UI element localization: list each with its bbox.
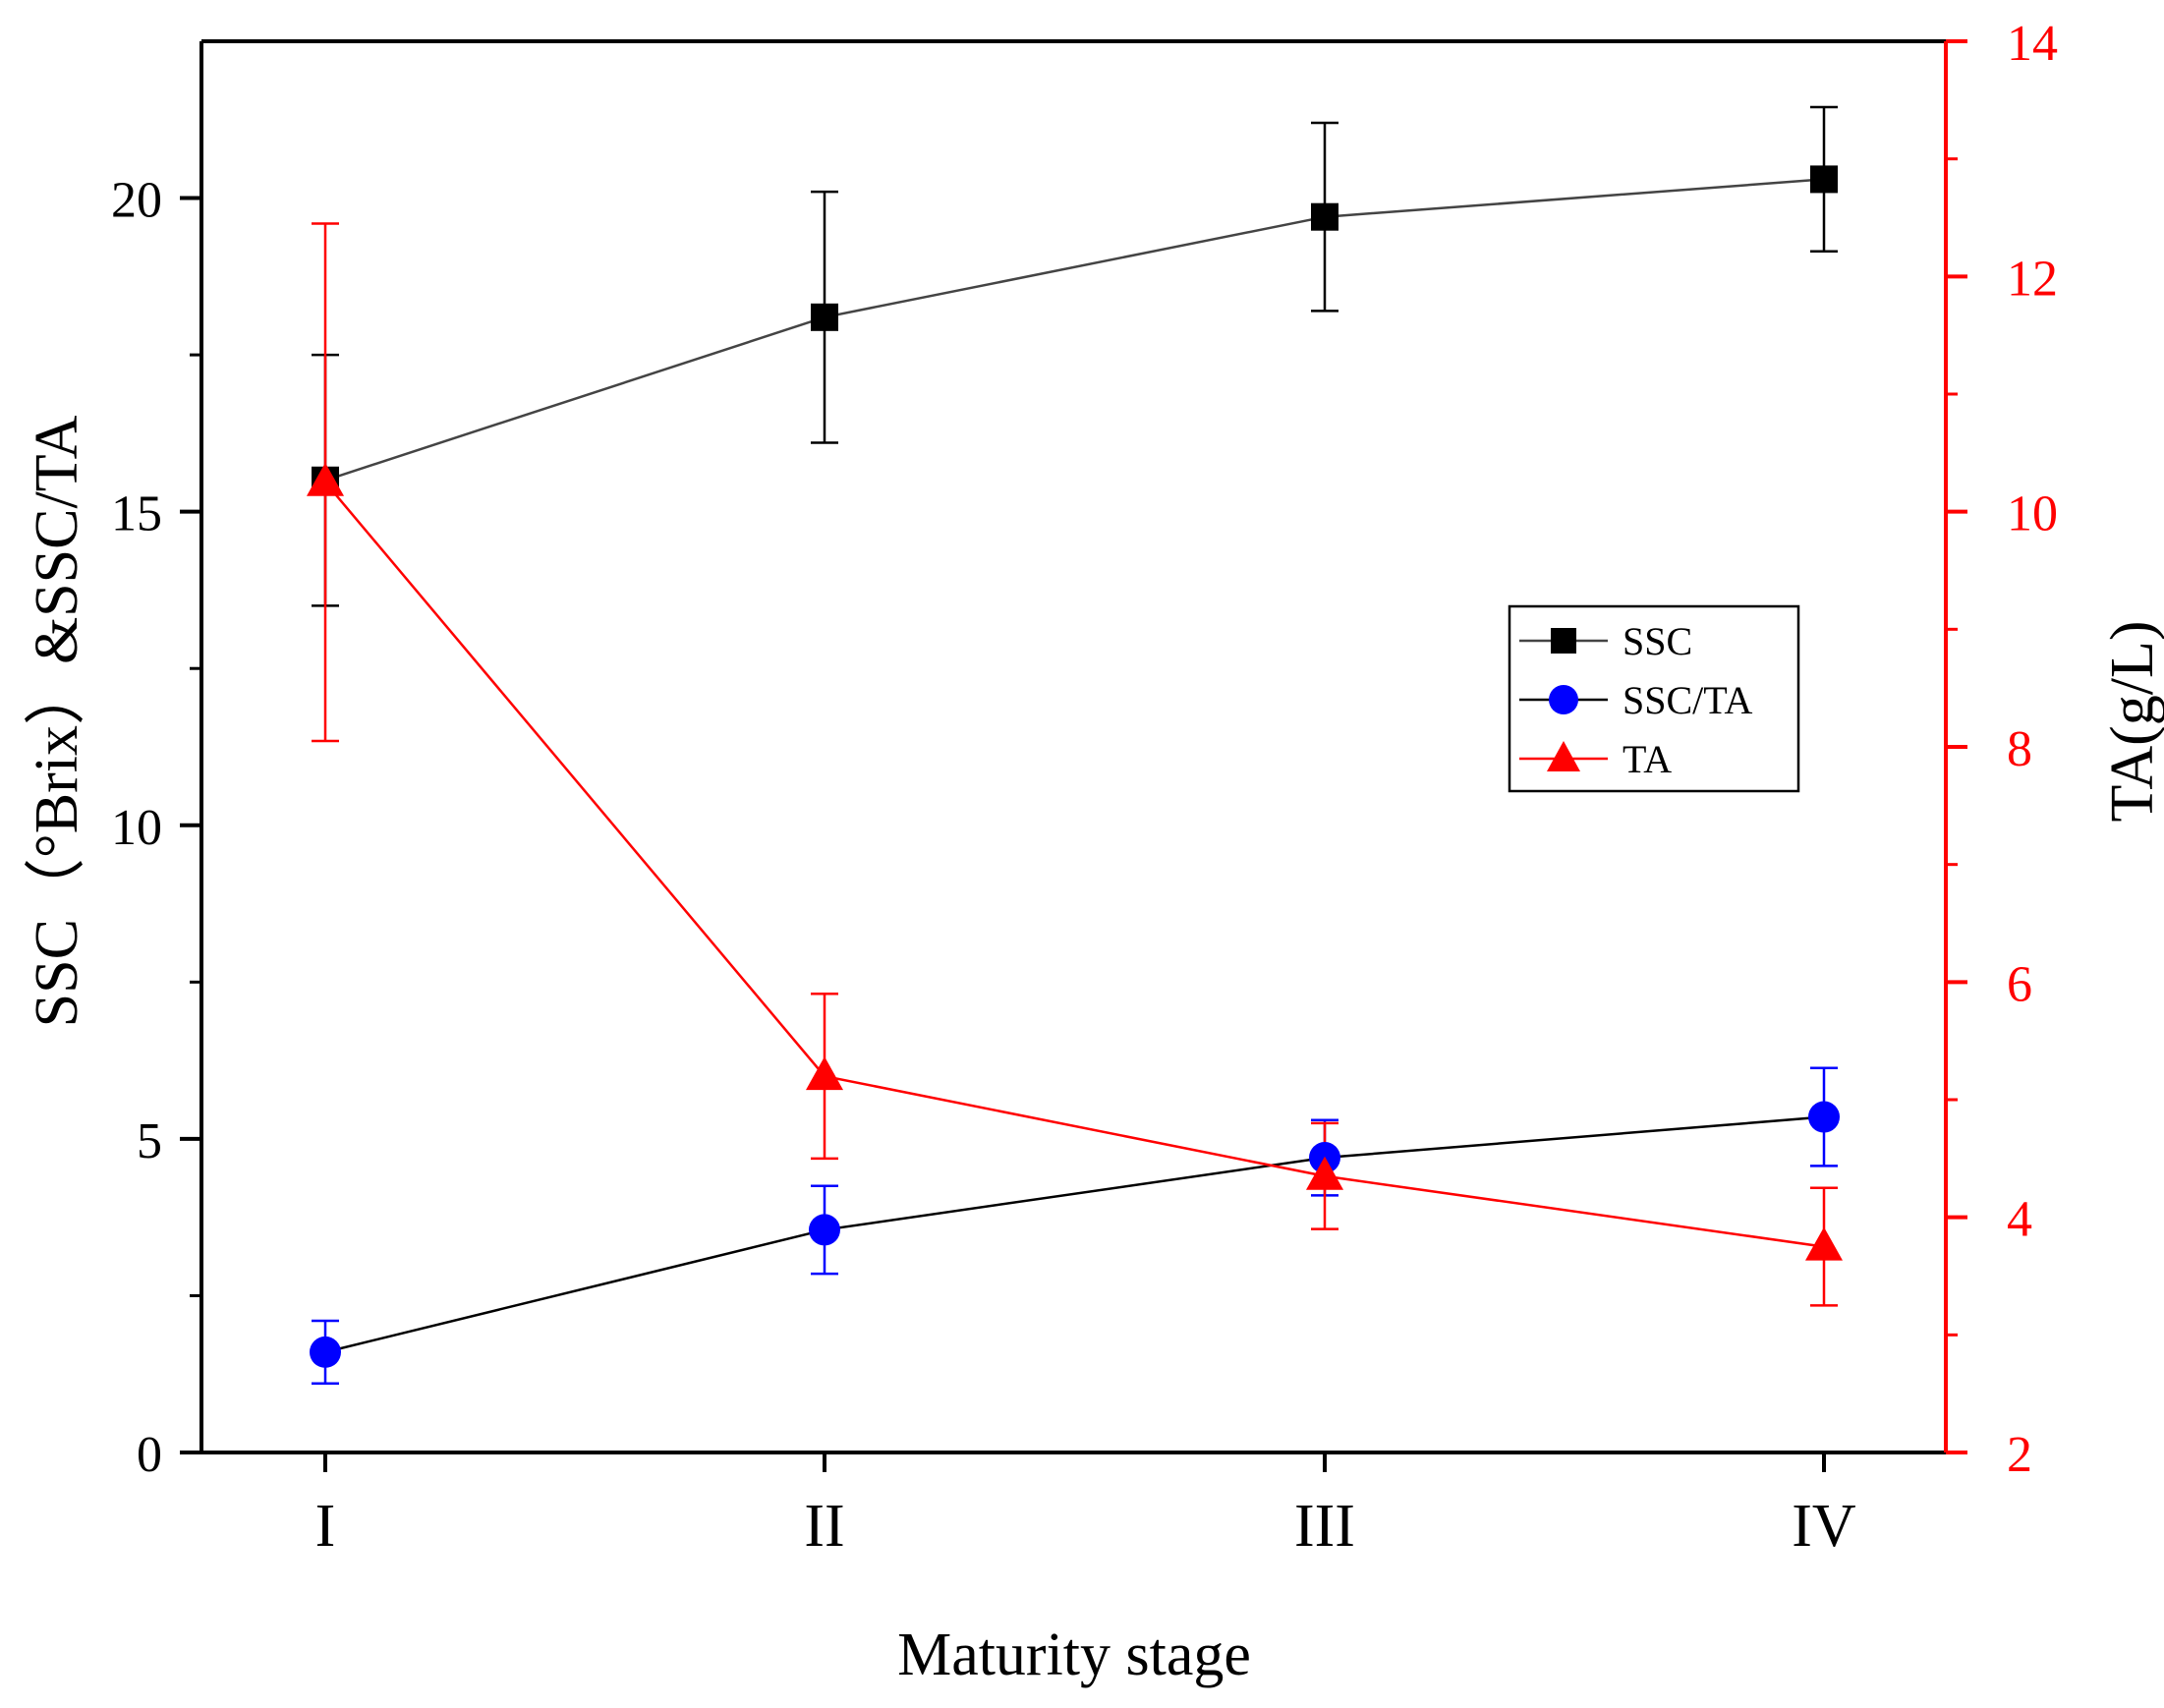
data-point-triangle bbox=[1805, 1226, 1843, 1261]
left-y-tick-label: 15 bbox=[111, 486, 162, 542]
legend-marker-circle bbox=[1549, 685, 1578, 714]
right-y-tick-label: 12 bbox=[2007, 251, 2058, 307]
legend-marker-triangle bbox=[1547, 741, 1580, 771]
left-y-tick-label: 10 bbox=[111, 800, 162, 856]
left-y-tick-label: 20 bbox=[111, 173, 162, 229]
series-line-ssc bbox=[324, 178, 1825, 482]
right-y-tick-label: 10 bbox=[2007, 486, 2058, 542]
right-y-tick-label: 2 bbox=[2007, 1427, 2032, 1483]
x-tick-label: I bbox=[315, 1493, 336, 1560]
legend-label: SSC bbox=[1623, 619, 1692, 663]
data-point-triangle bbox=[307, 462, 344, 496]
x-axis-label: Maturity stage bbox=[897, 1622, 1251, 1688]
data-point-triangle bbox=[1306, 1156, 1343, 1190]
data-point-circle bbox=[809, 1214, 840, 1246]
legend-label: TA bbox=[1623, 737, 1672, 781]
right-y-axis-label: TA(g/L) bbox=[2099, 620, 2164, 822]
series-line-ta bbox=[324, 481, 1825, 1248]
left-y-tick-label: 0 bbox=[137, 1427, 162, 1483]
right-y-tick-label: 6 bbox=[2007, 956, 2032, 1012]
legend-label: SSC/TA bbox=[1623, 678, 1753, 722]
left-y-axis-label: SSC（°Brix）&SSC/TA bbox=[24, 415, 90, 1027]
markers-layer bbox=[307, 165, 1843, 1368]
data-point-triangle bbox=[806, 1056, 843, 1091]
data-point-circle bbox=[310, 1336, 341, 1368]
data-point-square bbox=[811, 303, 838, 331]
x-tick-label: II bbox=[804, 1493, 844, 1560]
right-y-tick-label: 8 bbox=[2007, 721, 2032, 777]
left-y-tick-label: 5 bbox=[137, 1113, 162, 1169]
x-tick-label: III bbox=[1294, 1493, 1355, 1560]
x-tick-label: IV bbox=[1792, 1493, 1856, 1560]
legend: SSC SSC/TA TA bbox=[1508, 604, 1800, 793]
right-y-tick-label: 4 bbox=[2007, 1192, 2032, 1248]
data-point-circle bbox=[1808, 1101, 1840, 1133]
data-point-square bbox=[1810, 165, 1838, 194]
right-y-tick-label: 14 bbox=[2007, 16, 2058, 72]
series-lines-layer bbox=[324, 178, 1825, 1354]
data-point-square bbox=[1311, 202, 1338, 231]
legend-marker-square bbox=[1551, 628, 1576, 654]
series-line-ssc-ta bbox=[324, 1115, 1825, 1354]
